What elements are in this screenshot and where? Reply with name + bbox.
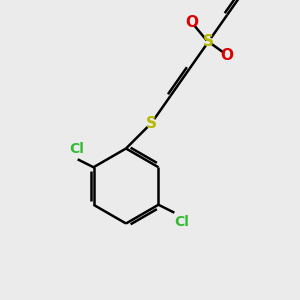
Text: O: O xyxy=(185,15,198,30)
Text: Cl: Cl xyxy=(175,215,190,229)
Text: S: S xyxy=(146,116,157,130)
Text: S: S xyxy=(203,34,214,50)
Text: O: O xyxy=(220,48,233,63)
Text: Cl: Cl xyxy=(69,142,84,156)
